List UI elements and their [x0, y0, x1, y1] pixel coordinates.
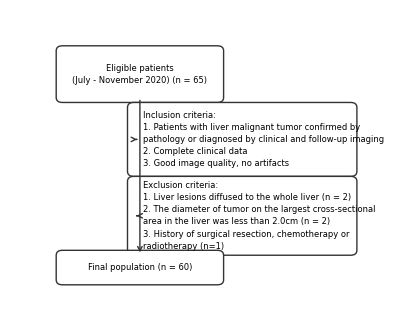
Text: Inclusion criteria:
1. Patients with liver malignant tumor confirmed by
patholog: Inclusion criteria: 1. Patients with liv…	[143, 111, 384, 168]
FancyBboxPatch shape	[128, 102, 357, 176]
Text: Final population (n = 60): Final population (n = 60)	[88, 263, 192, 272]
Text: Exclusion criteria:
1. Liver lesions diffused to the whole liver (n = 2)
2. The : Exclusion criteria: 1. Liver lesions dif…	[143, 181, 376, 251]
FancyBboxPatch shape	[128, 176, 357, 255]
FancyBboxPatch shape	[56, 250, 224, 285]
FancyBboxPatch shape	[56, 46, 224, 102]
Text: Eligible patients
(July - November 2020) (n = 65): Eligible patients (July - November 2020)…	[72, 64, 207, 85]
